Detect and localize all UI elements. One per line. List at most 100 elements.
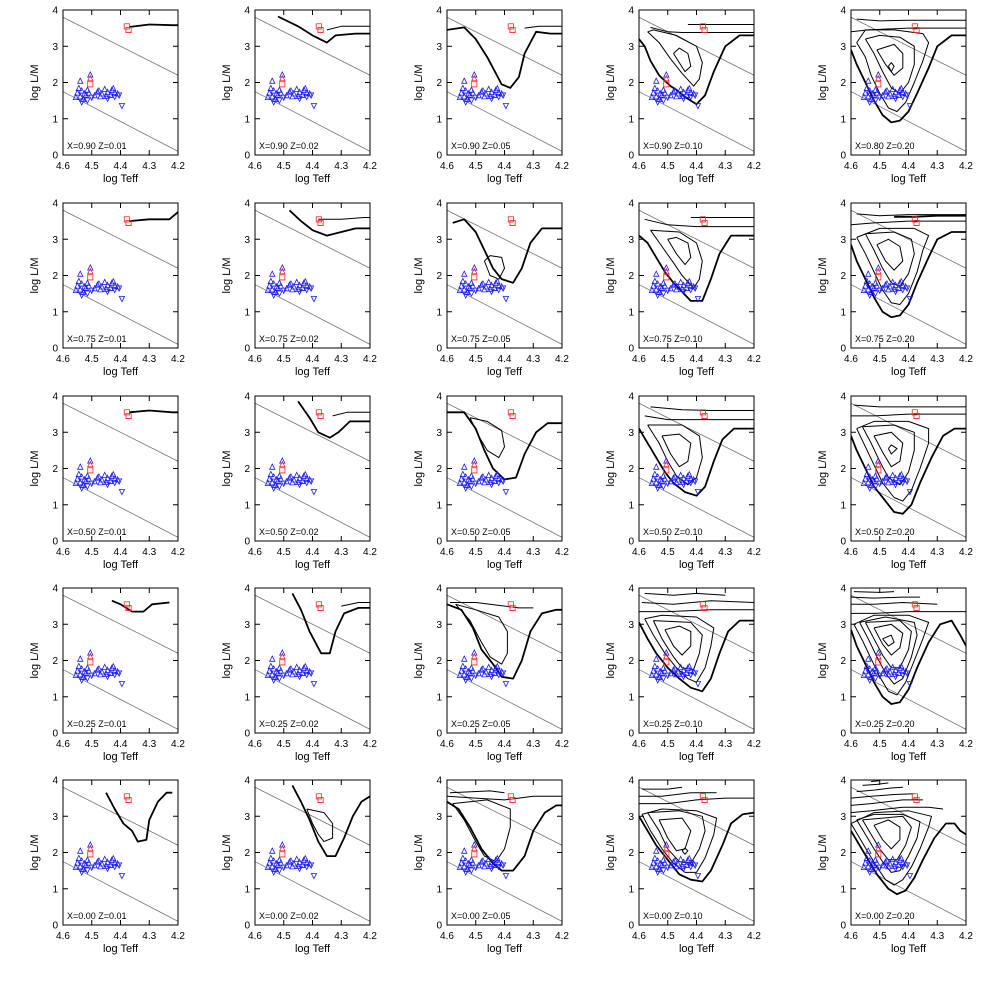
data-point (77, 670, 84, 678)
y-tick-label: 2 (436, 848, 442, 859)
reference-line (63, 209, 178, 269)
data-point (485, 85, 492, 93)
data-point (509, 26, 516, 33)
data-point (107, 477, 114, 484)
data-point (466, 477, 474, 484)
data-point (660, 97, 667, 105)
data-point (507, 601, 514, 608)
y-axis-label: log L/M (605, 64, 617, 100)
data-point (492, 664, 500, 671)
data-point (899, 94, 906, 101)
data-point (663, 74, 670, 82)
data-point (691, 862, 699, 870)
data-point (687, 864, 694, 871)
x-axis-label: log Teff (891, 943, 927, 955)
x-tick-label: 4.6 (440, 547, 454, 558)
data-point (507, 793, 514, 800)
x-tick-label: 4.6 (248, 739, 262, 750)
plot-area (63, 402, 178, 538)
data-point (74, 89, 81, 96)
data-point (686, 277, 693, 285)
data-point (684, 279, 692, 286)
y-tick-label: 1 (436, 884, 442, 895)
data-point (108, 279, 116, 286)
data-point (481, 862, 488, 870)
data-point (485, 471, 492, 479)
data-point (495, 94, 502, 101)
y-tick-label: 0 (436, 537, 442, 548)
data-point (104, 858, 111, 865)
data-point (107, 91, 114, 98)
data-point (876, 480, 883, 488)
contour-line (851, 799, 923, 806)
data-point (458, 667, 465, 674)
data-point (77, 478, 84, 486)
data-point (680, 865, 687, 873)
contour-line (639, 619, 754, 693)
x-tick-label: 4.5 (873, 739, 887, 750)
data-point (677, 855, 684, 863)
data-point (77, 655, 84, 662)
x-tick-label: 4.5 (277, 739, 291, 750)
data-point (860, 93, 868, 100)
x-axis-label: log Teff (295, 943, 331, 955)
y-axis-label: log L/M (29, 834, 41, 870)
x-tick-label: 4.5 (85, 547, 99, 558)
y-tick-label: 2 (436, 78, 442, 89)
plot-frame (62, 9, 179, 156)
data-point (889, 471, 896, 479)
panel: 4.6 4.5 4.4 4.3 4.2 0 1 2 3 4 log Teff log L/M X=0.9… (605, 6, 761, 186)
contour-line (871, 780, 880, 782)
panel: 4.6 4.5 4.4 4.3 4.2 0 1 2 3 4 log Teff log L/M X=0.2… (817, 584, 973, 764)
data-point (863, 662, 871, 669)
data-point (94, 88, 101, 95)
data-point (860, 671, 868, 678)
x-tick-label: 4.6 (248, 161, 262, 172)
data-point (471, 457, 478, 464)
data-point (296, 474, 303, 481)
y-tick-label: 4 (244, 776, 250, 787)
data-point (687, 480, 694, 487)
data-point (488, 474, 495, 481)
contour-line (277, 15, 370, 44)
x-tick-label: 4.2 (171, 161, 185, 172)
data-point (896, 86, 904, 93)
x-tick-label: 4.5 (277, 161, 291, 172)
y-tick-label: 0 (436, 151, 442, 162)
data-point (84, 483, 91, 491)
x-tick-label: 4.6 (440, 931, 454, 942)
x-tick-label: 4.6 (56, 161, 70, 172)
y-tick-label: 0 (244, 921, 250, 932)
data-point (296, 481, 303, 489)
x-tick-label: 4.6 (844, 739, 858, 750)
data-point (898, 277, 905, 285)
x-tick-label: 4.4 (114, 547, 128, 558)
y-tick-label: 2 (436, 656, 442, 667)
x-axis-label: log Teff (891, 559, 927, 571)
data-point (104, 95, 111, 103)
data-point (651, 84, 659, 91)
data-point (677, 85, 684, 93)
x-tick-label: 4.2 (171, 354, 185, 365)
y-tick-label: 1 (840, 884, 846, 895)
data-point (654, 292, 661, 299)
data-point (898, 662, 905, 670)
data-point (97, 285, 104, 293)
y-tick-label: 1 (52, 307, 58, 318)
x-tick-label: 4.2 (959, 931, 973, 942)
data-point (875, 659, 882, 666)
x-tick-label: 4.4 (306, 354, 320, 365)
y-tick-label: 3 (244, 235, 250, 246)
data-point (889, 855, 896, 863)
panel: 4.6 4.5 4.4 4.3 4.2 0 1 2 3 4 log Teff log L/M X=0.0… (817, 776, 973, 956)
x-tick-label: 4.6 (440, 354, 454, 365)
x-tick-label: 4.3 (526, 161, 540, 172)
contour-line (332, 411, 370, 417)
data-point (694, 873, 702, 880)
x-axis-label: log Teff (679, 559, 715, 571)
contour-line (681, 847, 689, 855)
data-point (670, 666, 677, 673)
data-point (315, 216, 322, 223)
data-point (491, 91, 498, 98)
data-point (77, 847, 84, 854)
